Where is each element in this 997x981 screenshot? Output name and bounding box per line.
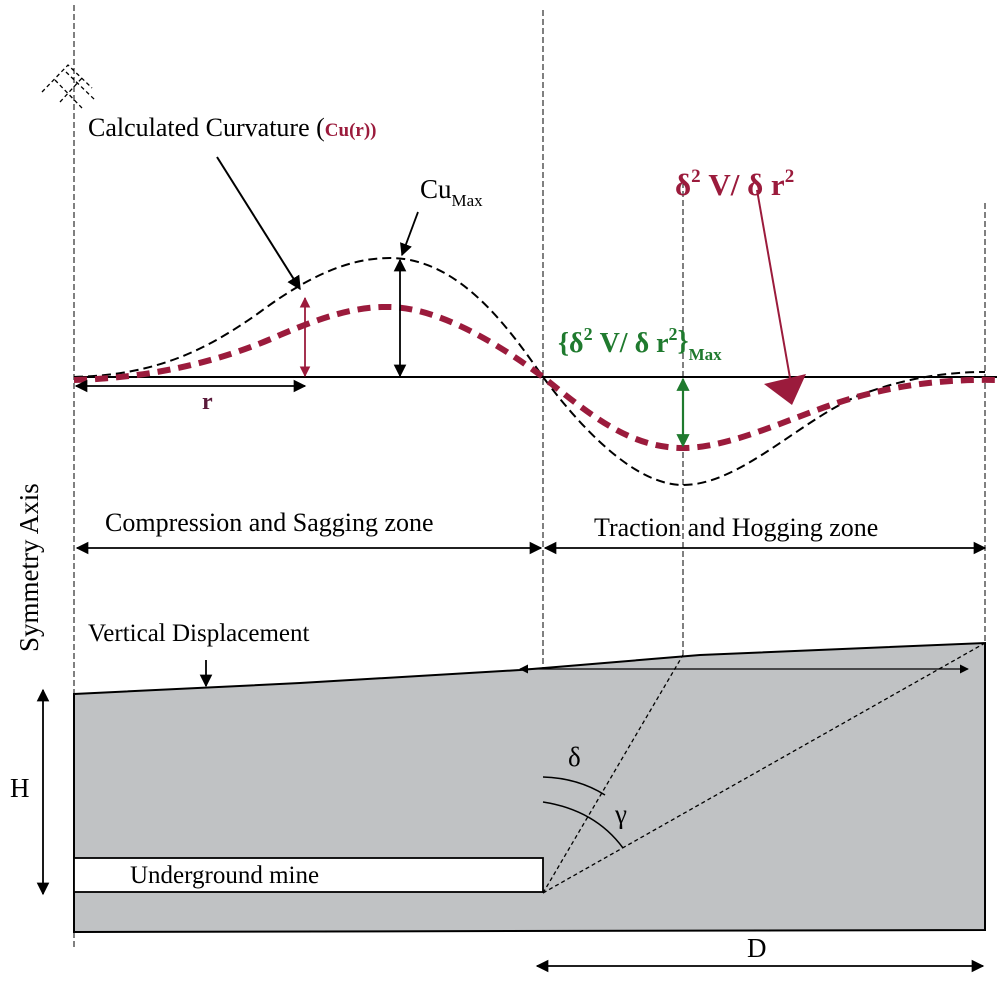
cu-curve xyxy=(73,256,986,487)
cu-r-label: Cu(r)) xyxy=(325,120,377,141)
top-cross-mark xyxy=(41,64,93,103)
calculated-curvature-label: Calculated Curvature (Cu(r)) xyxy=(88,113,377,142)
curvature-pointer xyxy=(216,156,301,291)
underground-mine-label: Underground mine xyxy=(130,862,319,889)
vertical-displacement-label: Vertical Displacement xyxy=(88,620,309,647)
cu-max-pointer xyxy=(400,211,419,257)
second-derivative-pointer xyxy=(756,189,794,396)
delta-label: δ xyxy=(568,742,581,772)
gamma-arc xyxy=(542,801,624,849)
gamma-label: γ xyxy=(614,799,627,829)
gamma-angle-line xyxy=(542,642,986,894)
second-derivative-max-label: {δ2 V/ δ r2}Max xyxy=(558,324,722,364)
d-label: D xyxy=(747,933,767,963)
symmetry-axis-label: Symmetry Axis xyxy=(14,483,44,652)
h-label: H xyxy=(10,773,30,803)
second-derivative-label: δ2 V/ δ r2 xyxy=(675,166,794,202)
second-derivative-pointer-head xyxy=(764,374,806,405)
r-label: r xyxy=(202,389,213,415)
second-derivative-curve xyxy=(73,303,997,452)
traction-zone-label: Traction and Hogging zone xyxy=(594,513,878,542)
delta-arc xyxy=(542,776,606,796)
top-cross-mark-2 xyxy=(54,71,96,109)
cu-max-label: CuMax xyxy=(420,174,483,210)
underground-mine xyxy=(73,857,544,893)
compression-zone-label: Compression and Sagging zone xyxy=(105,508,434,537)
